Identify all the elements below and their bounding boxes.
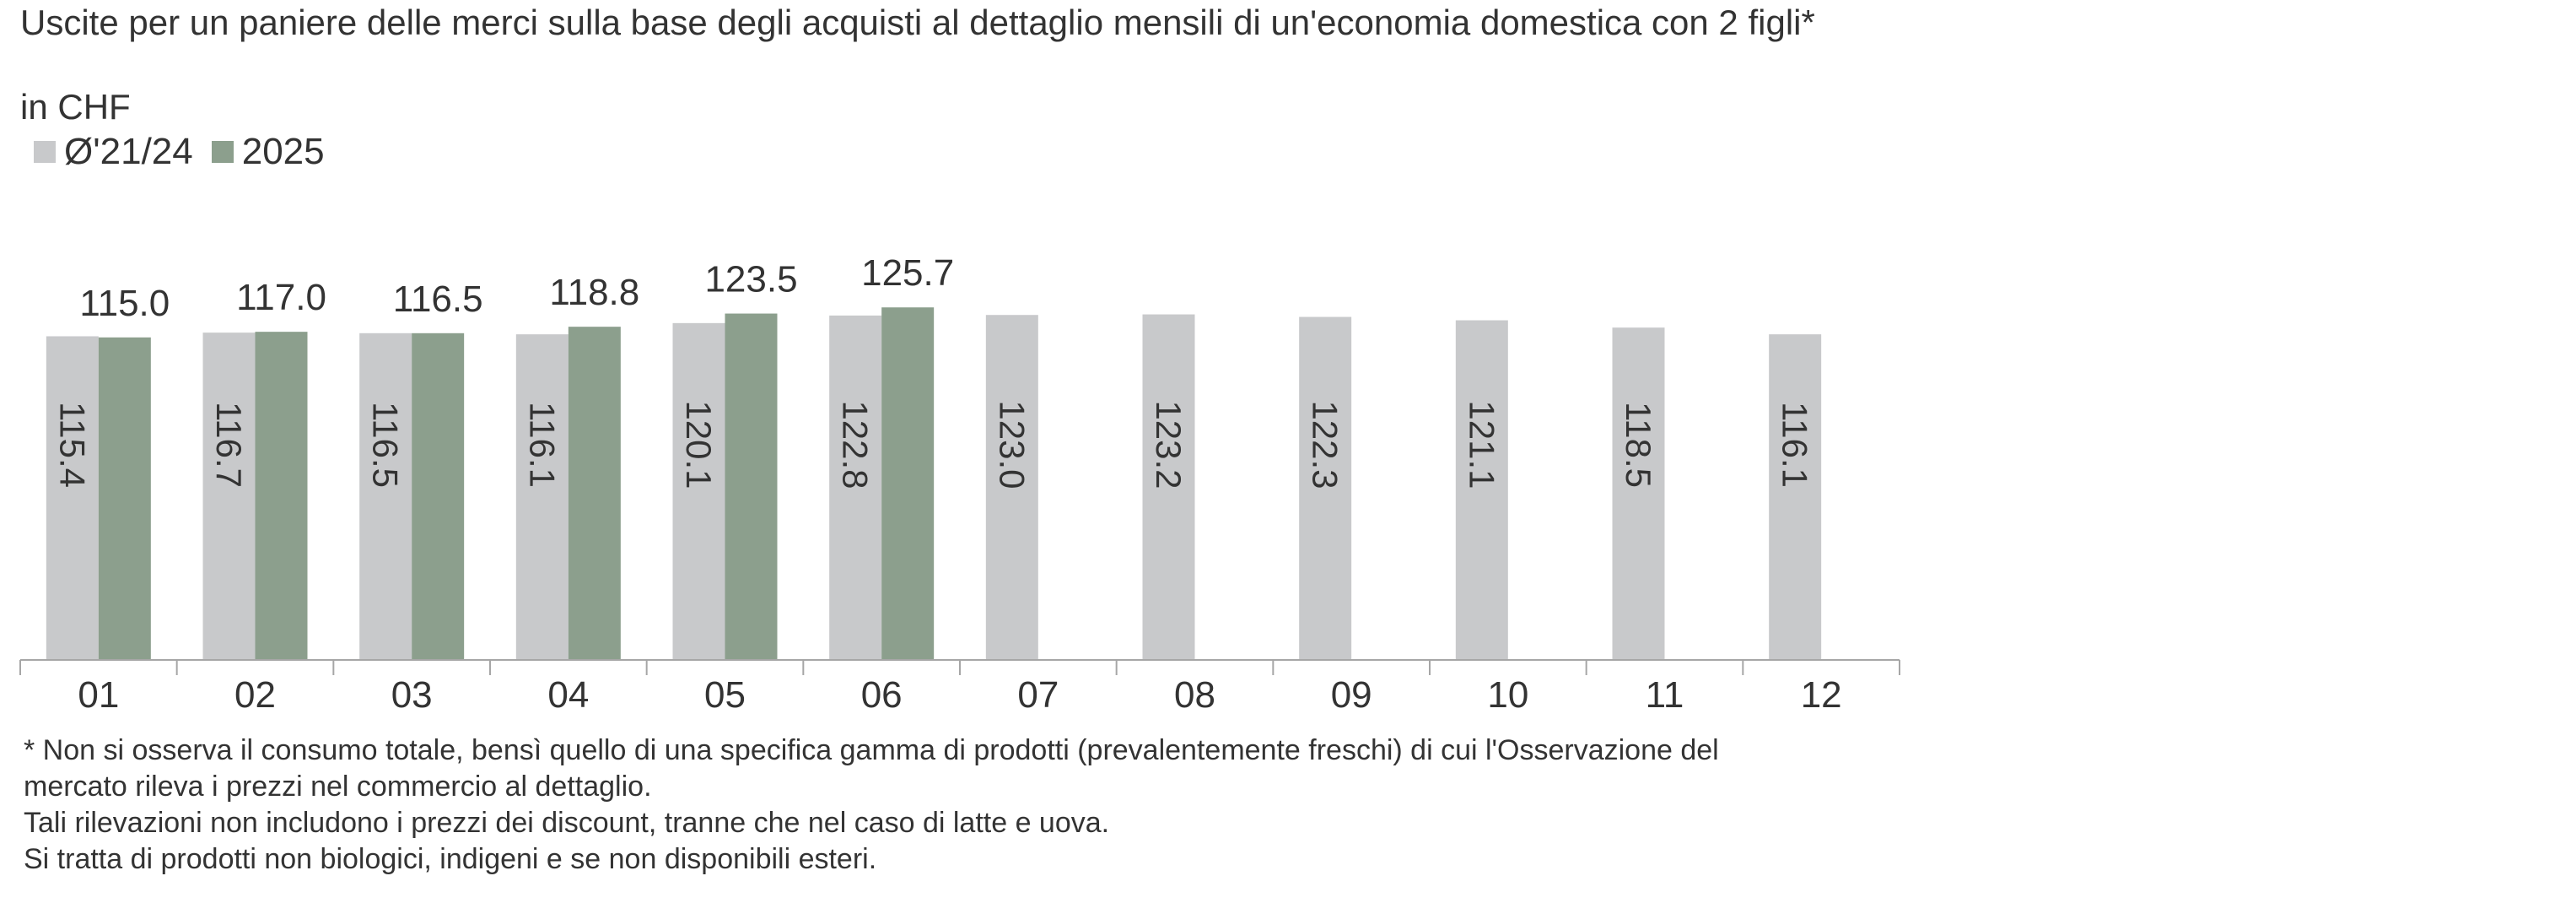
bar-average-03: [359, 333, 412, 660]
bar-2025-02: [255, 332, 308, 660]
unit-label: in CHF: [20, 87, 131, 127]
bar-average-07: [985, 315, 1038, 660]
value-label-average-04: 116.1: [522, 402, 562, 488]
value-label-2025-06: 125.7: [861, 252, 954, 294]
legend-label-average: Ø'21/24: [64, 131, 193, 172]
value-label-average-08: 123.2: [1149, 400, 1188, 489]
x-tick-label-09: 09: [1331, 674, 1372, 716]
footnote-line-1: * Non si osserva il consumo totale, bens…: [24, 734, 1719, 766]
x-tick-label-11: 11: [1646, 674, 1684, 716]
legend-swatch-2025: [211, 141, 234, 163]
bar-average-01: [46, 336, 99, 660]
legend-swatch-average: [34, 141, 56, 163]
x-tick-label-05: 05: [704, 674, 746, 716]
x-tick-label-06: 06: [861, 674, 903, 716]
value-label-average-01: 115.4: [52, 402, 92, 488]
value-label-average-09: 122.3: [1306, 400, 1345, 489]
bar-average-04: [515, 334, 569, 660]
footnote: * Non si osserva il consumo totale, bens…: [24, 733, 1896, 878]
bar-average-11: [1612, 327, 1665, 660]
legend-item-average: Ø'21/24: [34, 130, 193, 174]
legend-item-2025: 2025: [211, 130, 325, 174]
bar-2025-05: [725, 313, 778, 660]
x-tick-label-08: 08: [1174, 674, 1215, 716]
value-label-2025-01: 115.0: [79, 283, 170, 324]
value-label-2025-05: 123.5: [704, 259, 797, 300]
legend: Ø'21/24 2025: [34, 130, 343, 174]
legend-label-2025: 2025: [241, 131, 325, 172]
value-label-average-10: 121.1: [1462, 400, 1501, 489]
value-label-average-07: 123.0: [992, 400, 1032, 489]
x-tick-label-04: 04: [547, 674, 589, 716]
bar-average-10: [1455, 320, 1508, 660]
bar-average-02: [202, 333, 256, 660]
x-tick-label-07: 07: [1017, 674, 1059, 716]
value-label-2025-04: 118.8: [549, 272, 639, 313]
x-tick-label-10: 10: [1487, 674, 1528, 716]
bar-average-08: [1142, 314, 1195, 660]
value-label-average-02: 116.7: [209, 402, 249, 488]
value-label-average-12: 116.1: [1776, 402, 1815, 488]
x-tick-label-01: 01: [78, 674, 119, 716]
bar-2025-03: [412, 333, 465, 660]
bar-2025-06: [881, 307, 935, 660]
footnote-line-4: Si tratta di prodotti non biologici, ind…: [24, 843, 877, 875]
bar-2025-01: [98, 337, 151, 660]
bar-average-05: [672, 322, 725, 660]
value-label-average-06: 122.8: [836, 400, 876, 489]
bar-average-06: [829, 315, 882, 660]
value-label-2025-03: 116.5: [393, 278, 483, 320]
value-label-average-11: 118.5: [1619, 402, 1658, 488]
footnote-line-2: mercato rileva i prezzi nel commercio al…: [24, 771, 652, 803]
bar-average-09: [1299, 316, 1352, 660]
x-tick-label-03: 03: [391, 674, 433, 716]
chart-title: Uscite per un paniere delle merci sulla …: [20, 3, 1815, 42]
bar-2025-04: [568, 327, 621, 660]
value-label-average-05: 120.1: [679, 400, 719, 489]
bar-average-12: [1769, 334, 1822, 660]
x-tick-label-02: 02: [234, 674, 276, 716]
value-label-2025-02: 117.0: [236, 277, 326, 318]
footnote-line-3: Tali rilevazioni non includono i prezzi …: [24, 807, 1110, 839]
value-label-average-03: 116.5: [366, 402, 406, 488]
x-tick-label-12: 12: [1801, 674, 1842, 716]
